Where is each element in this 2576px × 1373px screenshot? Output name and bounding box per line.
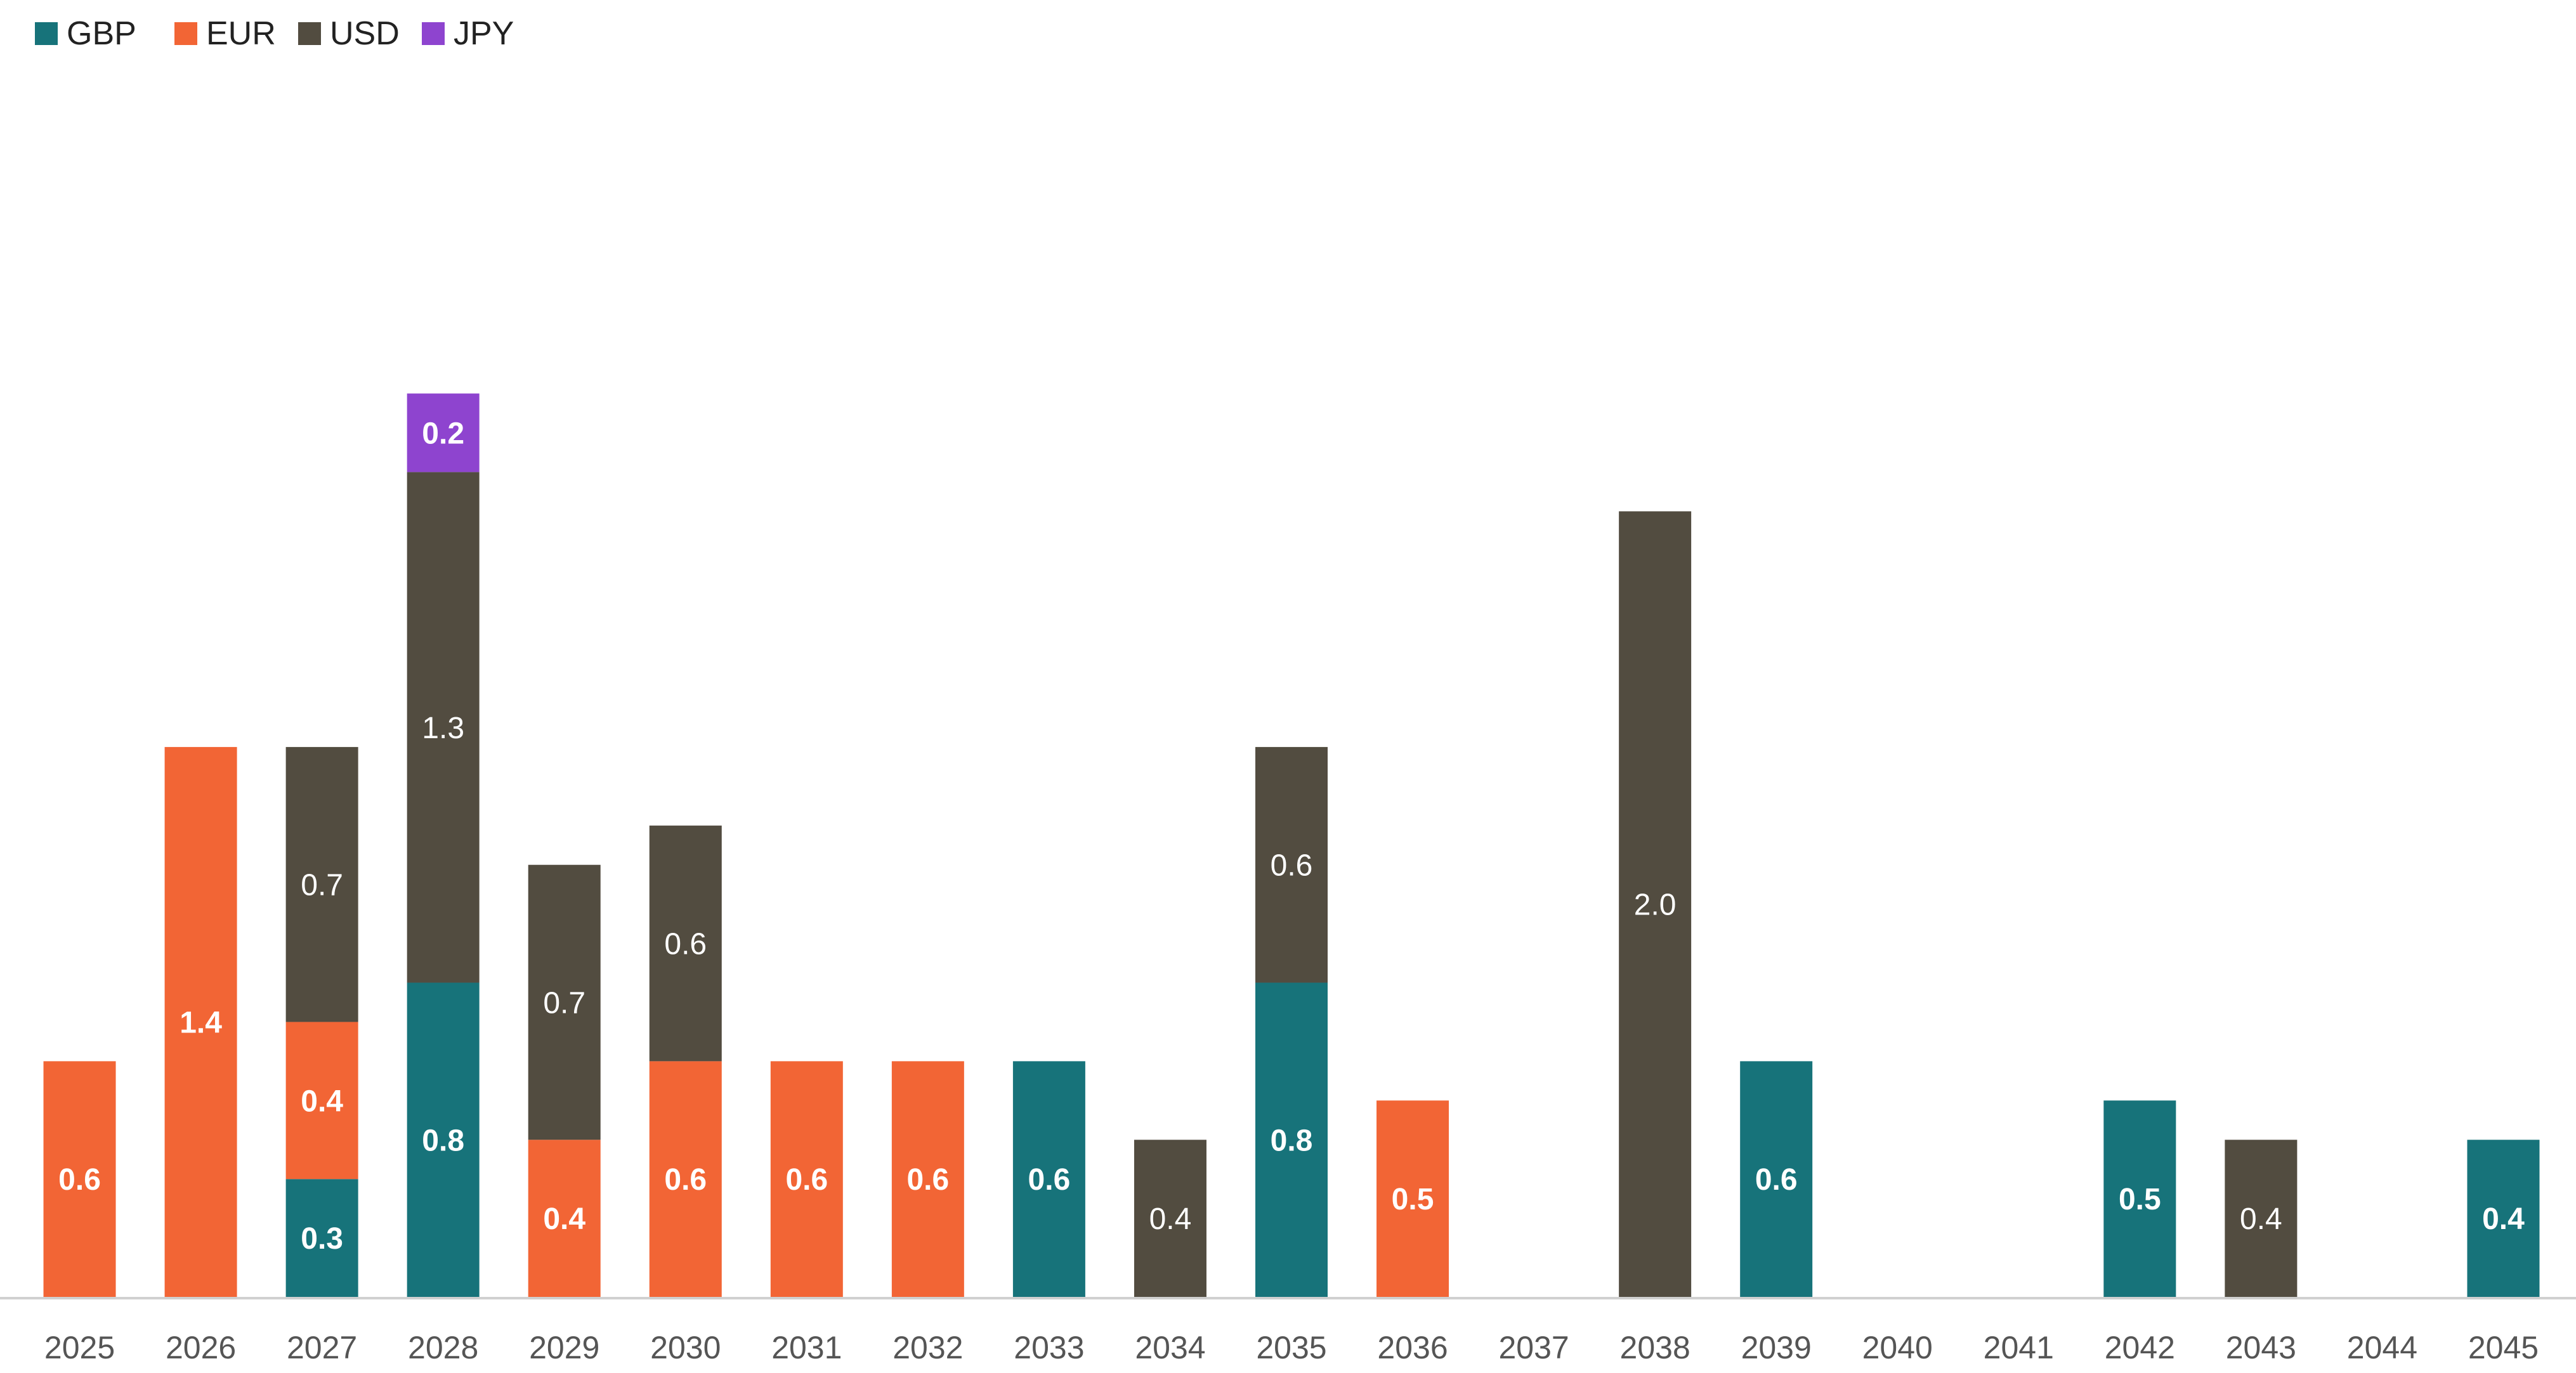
data-label-eur-2030: 0.6: [664, 1163, 707, 1197]
bar-usd-2028: [407, 472, 480, 983]
bar-eur-2036: [1376, 1100, 1449, 1297]
x-tick-label-2037: 2037: [1498, 1330, 1569, 1365]
x-tick-label-2034: 2034: [1135, 1330, 1205, 1365]
data-label-eur-2026: 1.4: [180, 1006, 222, 1039]
x-tick-label-2040: 2040: [1862, 1330, 1933, 1365]
x-tick-label-2045: 2045: [2468, 1330, 2539, 1365]
x-tick-label-2032: 2032: [892, 1330, 963, 1365]
x-tick-label-2039: 2039: [1741, 1330, 1812, 1365]
data-label-eur-2027: 0.4: [301, 1084, 343, 1118]
bar-usd-2038: [1619, 511, 1692, 1298]
data-label-eur-2032: 0.6: [906, 1163, 949, 1197]
data-label-eur-2036: 0.5: [1392, 1183, 1434, 1216]
bar-eur-2026: [164, 746, 237, 1297]
x-tick-label-2030: 2030: [650, 1330, 721, 1365]
bar-gbp-2042: [2103, 1100, 2176, 1297]
data-label-gbp-2027: 0.3: [301, 1222, 343, 1256]
data-label-jpy-2028: 0.2: [422, 417, 464, 450]
data-label-gbp-2028: 0.8: [422, 1124, 464, 1157]
bar-eur-2027: [285, 1022, 358, 1180]
data-label-usd-2029: 0.7: [543, 986, 585, 1020]
bar-gbp-2027: [285, 1179, 358, 1297]
bar-eur-2032: [891, 1061, 964, 1297]
x-tick-label-2042: 2042: [2105, 1330, 2175, 1365]
bar-eur-2031: [770, 1061, 843, 1297]
data-label-usd-2035: 0.6: [1271, 849, 1313, 883]
x-tick-label-2031: 2031: [771, 1330, 842, 1365]
data-label-usd-2028: 1.3: [422, 712, 464, 745]
bar-gbp-2039: [1740, 1061, 1813, 1297]
legend-swatch-gbp: [35, 22, 58, 45]
x-tick-label-2038: 2038: [1620, 1330, 1690, 1365]
bar-jpy-2028: [407, 393, 480, 472]
data-label-usd-2038: 2.0: [1634, 888, 1677, 922]
bar-eur-2030: [649, 1061, 722, 1297]
legend: GBP EUR USD JPY: [35, 15, 514, 52]
x-tick-label-2027: 2027: [287, 1330, 357, 1365]
x-tick-label-2028: 2028: [408, 1330, 478, 1365]
x-tick-label-2041: 2041: [1984, 1330, 2054, 1365]
data-label-usd-2043: 0.4: [2240, 1202, 2282, 1236]
bar-gbp-2045: [2467, 1140, 2540, 1297]
bar-usd-2029: [528, 864, 601, 1140]
bar-usd-2035: [1255, 746, 1328, 983]
legend-label-usd: USD: [330, 15, 400, 52]
x-tick-label-2036: 2036: [1377, 1330, 1448, 1365]
x-tick-label-2033: 2033: [1014, 1330, 1084, 1365]
data-label-gbp-2042: 0.5: [2119, 1183, 2161, 1216]
legend-label-gbp: GBP: [67, 15, 136, 52]
data-labels: 0.6 1.4 0.3 0.4 0.7 0.8 1.3 0.2 0.4 0.7 0.6 0.6 0.6 0…: [58, 417, 2525, 1256]
bar-gbp-2028: [407, 982, 480, 1297]
data-label-gbp-2045: 0.4: [2482, 1202, 2525, 1236]
bar-gbp-2033: [1012, 1061, 1085, 1297]
data-label-gbp-2035: 0.8: [1271, 1124, 1313, 1157]
legend-label-jpy: JPY: [454, 15, 514, 52]
data-label-usd-2034: 0.4: [1149, 1202, 1192, 1236]
x-tick-label-2026: 2026: [166, 1330, 236, 1365]
x-tick-label-2043: 2043: [2226, 1330, 2296, 1365]
data-label-usd-2030: 0.6: [664, 928, 707, 961]
legend-swatch-eur: [174, 22, 197, 45]
x-tick-label-2035: 2035: [1256, 1330, 1326, 1365]
bar-usd-2027: [285, 746, 358, 1022]
x-tick-label-2029: 2029: [529, 1330, 599, 1365]
bar-usd-2043: [2225, 1140, 2298, 1297]
data-label-usd-2027: 0.7: [301, 869, 343, 902]
legend-label-eur: EUR: [206, 15, 276, 52]
x-axis-ticks: 2025 2026 2027 2028 2029 2030 2031 2032 2033 2034…: [44, 1330, 2539, 1365]
data-label-gbp-2039: 0.6: [1755, 1163, 1798, 1197]
bar-eur-2029: [528, 1140, 601, 1297]
data-label-eur-2025: 0.6: [58, 1163, 101, 1197]
data-label-eur-2029: 0.4: [543, 1202, 585, 1236]
bar-eur-2025: [43, 1061, 116, 1297]
legend-swatch-jpy: [422, 22, 445, 45]
bar-usd-2034: [1134, 1140, 1206, 1297]
data-label-eur-2031: 0.6: [785, 1163, 828, 1197]
bars: [43, 393, 2540, 1298]
x-tick-label-2044: 2044: [2347, 1330, 2417, 1365]
data-label-gbp-2033: 0.6: [1028, 1163, 1071, 1197]
bar-gbp-2035: [1255, 982, 1328, 1297]
x-tick-label-2025: 2025: [44, 1330, 115, 1365]
legend-swatch-usd: [298, 22, 321, 45]
bar-usd-2030: [649, 825, 722, 1062]
